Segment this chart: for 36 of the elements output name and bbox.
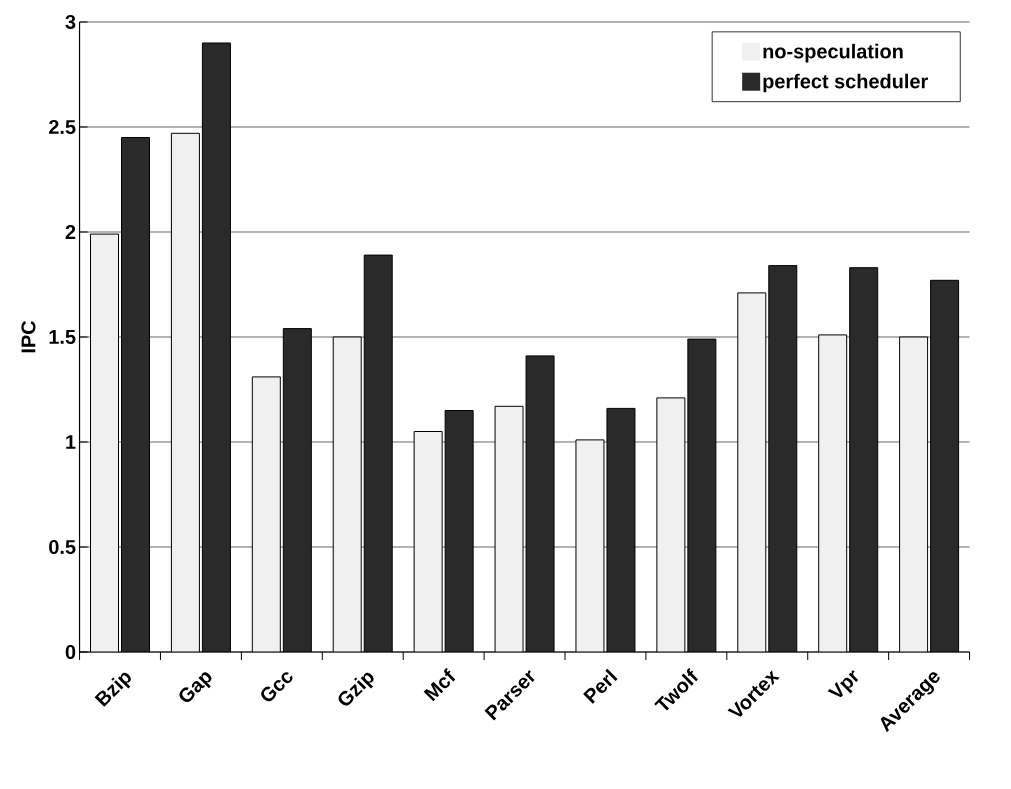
bar bbox=[818, 334, 847, 652]
x-tick-label: Mcf bbox=[423, 667, 456, 702]
bar bbox=[606, 408, 635, 652]
bar bbox=[252, 376, 281, 652]
bar bbox=[687, 339, 716, 652]
bar bbox=[495, 406, 524, 652]
bar bbox=[333, 337, 362, 652]
y-tick-label: 2 bbox=[65, 225, 76, 239]
bar bbox=[575, 439, 604, 652]
x-tick-label: Gap bbox=[179, 672, 212, 703]
bar bbox=[364, 255, 393, 652]
bar bbox=[768, 265, 797, 652]
bar bbox=[930, 279, 960, 652]
y-tick-label: 0 bbox=[65, 644, 76, 660]
bar bbox=[90, 234, 119, 652]
bar bbox=[202, 43, 231, 652]
bar bbox=[526, 355, 555, 652]
y-tick-label: 3 bbox=[65, 14, 76, 30]
x-tick-label: Gcc bbox=[261, 672, 293, 702]
y-tick-label: 1 bbox=[66, 435, 76, 449]
bar bbox=[849, 267, 878, 652]
y-axis-title: IPC bbox=[21, 320, 36, 353]
legend-label: perfect scheduler bbox=[763, 73, 928, 93]
bar bbox=[283, 328, 312, 652]
bar bbox=[899, 336, 929, 652]
y-tick-label: 1.5 bbox=[49, 330, 76, 344]
bar bbox=[414, 431, 443, 652]
x-tick-label: Vpr bbox=[827, 670, 859, 698]
bar bbox=[656, 397, 685, 652]
bar bbox=[121, 137, 150, 652]
y-tick-label: 0.5 bbox=[49, 539, 76, 555]
bar bbox=[737, 292, 766, 652]
bar bbox=[445, 410, 474, 652]
bar bbox=[171, 133, 200, 652]
y-tick-label: 2.5 bbox=[49, 119, 76, 135]
legend-label: no-speculation bbox=[763, 43, 903, 63]
